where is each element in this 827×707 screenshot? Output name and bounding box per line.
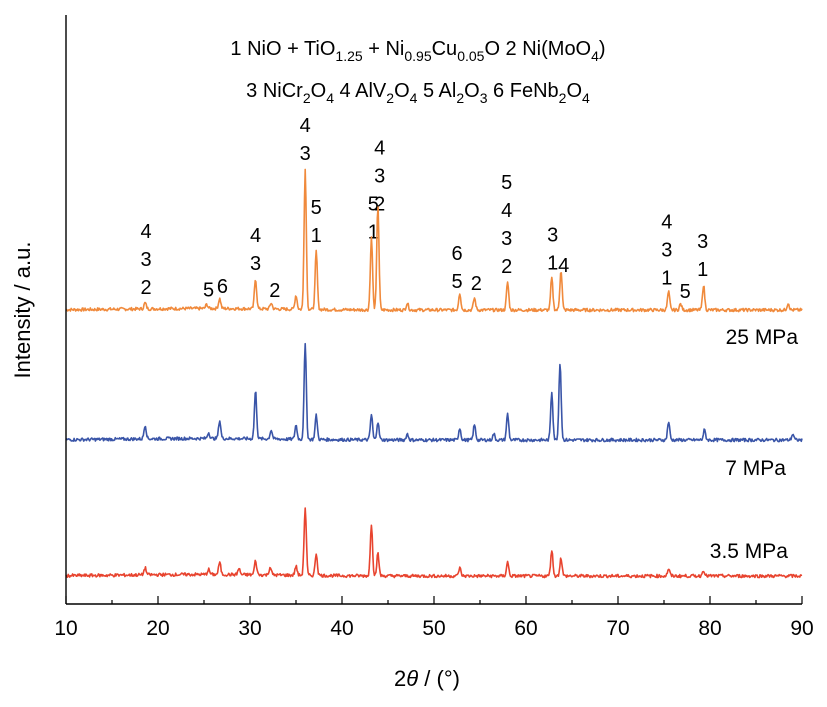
legend-segment: 4 AlV [334, 80, 387, 102]
x-tick-label: 90 [790, 617, 813, 640]
legend-line-phases-3-6: 3 NiCr2O4 4 AlV2O4 5 Al2O3 6 FeNb2O4 [246, 80, 590, 106]
series-label: 25 MPa [726, 326, 799, 349]
legend-segment: 2 [303, 90, 311, 106]
legend-segment: 2 [386, 90, 394, 106]
x-axis-title-symbol: θ [406, 666, 418, 691]
peak-phase-label: 3 [547, 224, 558, 246]
legend-segment: 2 [456, 90, 464, 106]
trace-3-5-mpa [65, 507, 803, 579]
peak-phase-label: 4 [140, 221, 151, 243]
x-tick-label: 60 [514, 617, 537, 640]
legend-segment: O [464, 80, 480, 102]
peak-phase-label: 2 [140, 277, 151, 299]
peak-phase-label: 5 [451, 271, 462, 293]
series-label: 7 MPa [725, 457, 786, 480]
series-label: 3.5 MPa [710, 540, 789, 563]
peak-phase-label: 3 [140, 249, 151, 271]
legend-segment: 3 NiCr [246, 80, 303, 102]
peak-phase-label: 4 [558, 255, 569, 277]
series-labels: 25 MPa 7 MPa 3.5 MPa [710, 326, 799, 563]
peak-phase-label: 1 [368, 222, 379, 244]
peak-phase-label: 3 [374, 166, 385, 188]
peak-phase-label: 2 [374, 194, 385, 216]
y-axis-title: Intensity / a.u. [10, 242, 35, 379]
trace-25-mpa [65, 168, 803, 313]
peak-phase-label: 3 [300, 143, 311, 165]
peak-phase-label: 5 [311, 197, 322, 219]
peak-phase-label: 4 [300, 115, 311, 137]
peak-phase-label: 5 [501, 172, 512, 194]
peak-phase-label: 2 [471, 273, 482, 295]
legend-segment: 0.95 [404, 48, 431, 64]
x-axis-title-unit: / (°) [418, 666, 460, 691]
x-axis-title-prefix: 2 [394, 666, 406, 691]
legend-segment: + Ni [363, 38, 405, 60]
peak-phase-label: 3 [661, 240, 672, 262]
peak-phase-label: 3 [697, 231, 708, 253]
peak-phase-label: 3 [501, 228, 512, 250]
legend-segment: O [311, 80, 327, 102]
legend-segment: 5 Al [417, 80, 456, 102]
legend-segment: O 2 Ni(MoO [484, 38, 591, 60]
legend-segment: 4 [591, 48, 599, 64]
x-tick-label: 10 [54, 617, 77, 640]
legend-line-phases-1-2: 1 NiO + TiO1.25 + Ni0.95Cu0.05O 2 Ni(MoO… [230, 38, 605, 64]
legend-segment: 4 [410, 90, 418, 106]
x-tick-label: 80 [698, 617, 721, 640]
x-axis-ticks: 10 20 30 40 50 60 70 80 90 [54, 596, 814, 640]
x-axis-title: 2θ / (°) [394, 666, 460, 691]
legend-segment: O [394, 80, 410, 102]
x-tick-label: 30 [238, 617, 261, 640]
peak-phase-label: 6 [217, 276, 228, 298]
x-tick-label: 20 [146, 617, 169, 640]
peak-phase-label: 4 [501, 200, 512, 222]
peak-phase-label: 2 [501, 256, 512, 278]
x-tick-label: 50 [422, 617, 445, 640]
peak-phase-label: 4 [374, 138, 385, 160]
peak-phase-label: 4 [661, 212, 672, 234]
legend-segment: O [566, 80, 582, 102]
peak-phase-label: 3 [250, 253, 261, 275]
trace-7-mpa [65, 342, 803, 443]
legend-segment: ) [599, 38, 606, 60]
legend-segment: 1 NiO + TiO [230, 38, 335, 60]
legend-segment: 1.25 [335, 48, 362, 64]
peak-phase-label: 5 [680, 281, 691, 303]
peak-phase-label: 5 [368, 194, 379, 216]
legend-segment: 6 FeNb [488, 80, 559, 102]
x-tick-label: 70 [606, 617, 629, 640]
peak-phase-label: 6 [451, 243, 462, 265]
legend-segment: 3 [480, 90, 488, 106]
peak-phase-label: 4 [250, 225, 261, 247]
peak-phase-label: 2 [269, 280, 280, 302]
legend-segment: Cu [432, 38, 458, 60]
legend-segment: 2 [559, 90, 567, 106]
peak-phase-label: 5 [203, 280, 214, 302]
legend-segment: 4 [326, 90, 334, 106]
x-tick-label: 40 [330, 617, 353, 640]
peak-phase-label: 1 [697, 259, 708, 281]
legend: 1 NiO + TiO1.25 + Ni0.95Cu0.05O 2 Ni(MoO… [230, 38, 605, 106]
peak-phase-label: 1 [661, 268, 672, 290]
peak-phase-label: 1 [311, 225, 322, 247]
diffraction-traces [65, 168, 803, 579]
legend-segment: 4 [582, 90, 590, 106]
peak-phase-label: 1 [547, 252, 558, 274]
legend-segment: 0.05 [457, 48, 484, 64]
